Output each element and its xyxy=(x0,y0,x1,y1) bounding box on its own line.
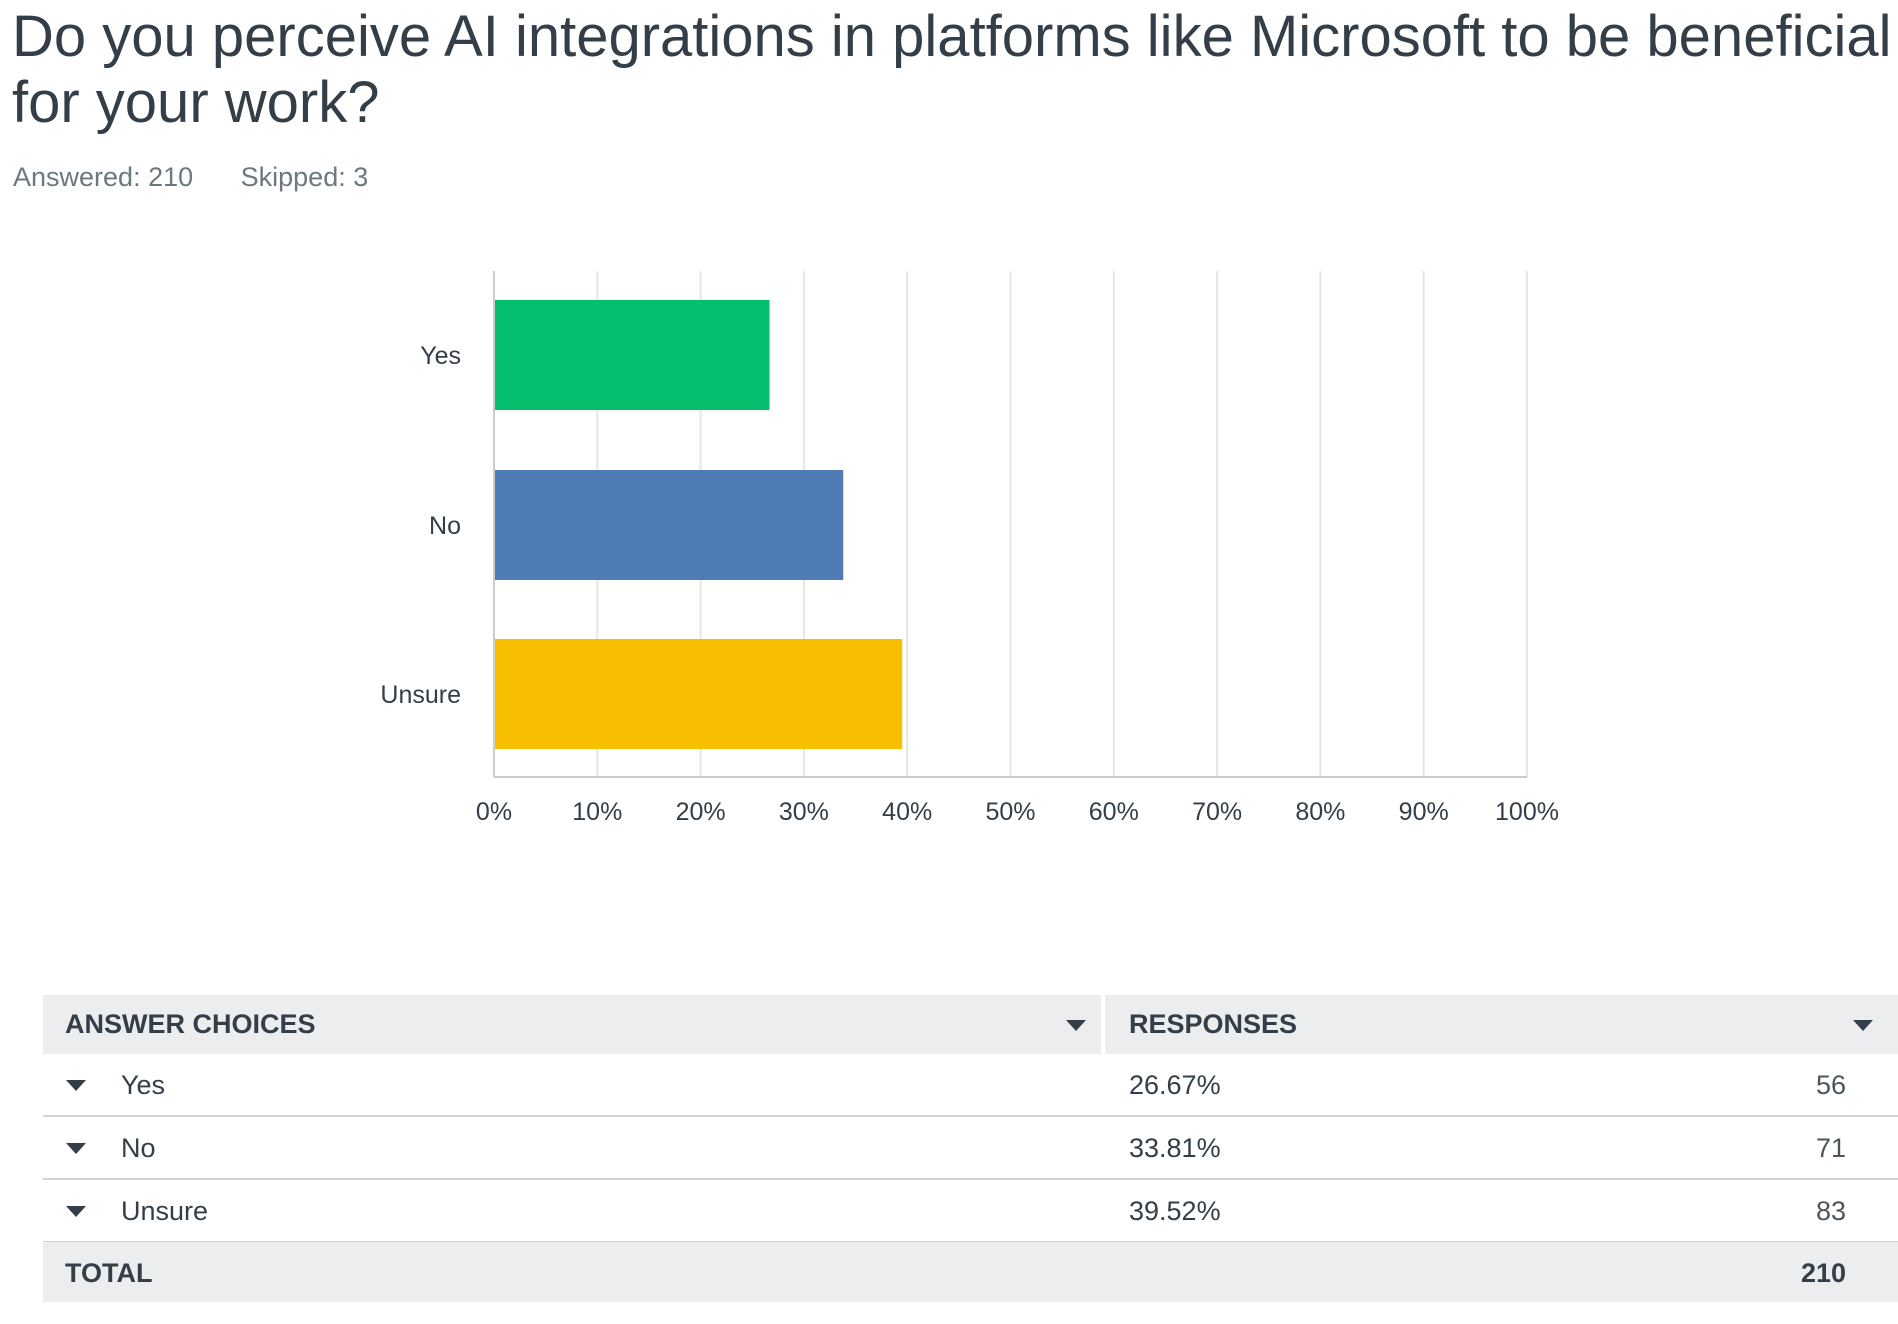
row-count: 83 xyxy=(1815,1196,1846,1226)
answered-count: Answered: 210 xyxy=(13,162,194,192)
row-count: 56 xyxy=(1815,1070,1846,1100)
row-percent: 39.52% xyxy=(1129,1196,1221,1226)
header-responses-label: RESPONSES xyxy=(1129,1009,1298,1039)
category-labels: Yes No Unsure xyxy=(380,342,461,709)
row-count: 71 xyxy=(1815,1133,1846,1163)
skipped-count: Skipped: 3 xyxy=(240,162,369,192)
x-tick-label: 40% xyxy=(882,798,932,826)
row-percent: 26.67% xyxy=(1129,1070,1221,1100)
y-category-label: No xyxy=(429,512,461,540)
expand-caret-icon[interactable] xyxy=(66,1143,86,1154)
tick-labels: 0% 10% 20% 30% 40% 50% 60% 70% 80% 90% 100% xyxy=(476,798,1559,826)
expand-caret-icon[interactable] xyxy=(66,1080,86,1091)
expand-caret-icon[interactable] xyxy=(66,1206,86,1217)
table-row: Unsure 39.52% 83 xyxy=(43,1180,1898,1243)
header-answer-choices-label: ANSWER CHOICES xyxy=(65,1009,316,1039)
question-title: Do you perceive AI integrations in platf… xyxy=(12,4,1892,135)
row-label: Yes xyxy=(121,1070,166,1100)
row-label: Unsure xyxy=(121,1196,209,1226)
header-answer-choices[interactable]: ANSWER CHOICES xyxy=(43,995,1101,1054)
y-category-label: Unsure xyxy=(380,681,461,709)
x-tick-label: 90% xyxy=(1399,798,1449,826)
x-tick-label: 50% xyxy=(985,798,1035,826)
total-row: TOTAL 210 xyxy=(43,1242,1898,1302)
x-tick-label: 20% xyxy=(676,798,726,826)
x-tick-label: 100% xyxy=(1495,798,1559,826)
row-percent: 33.81% xyxy=(1129,1133,1221,1163)
x-tick-label: 30% xyxy=(779,798,829,826)
table-row: No 33.81% 71 xyxy=(43,1117,1898,1180)
header-responses[interactable]: RESPONSES xyxy=(1105,995,1898,1054)
bar-yes xyxy=(494,300,770,410)
y-category-label: Yes xyxy=(420,342,461,370)
total-count: 210 xyxy=(1800,1258,1846,1288)
x-tick-label: 0% xyxy=(476,798,512,826)
bar-chart: Yes No Unsure 0% 10% 20% 30% 40% 50% 60% 70% 80% 90… xyxy=(380,271,1559,826)
x-tick-label: 70% xyxy=(1192,798,1242,826)
table-header: ANSWER CHOICES RESPONSES xyxy=(43,995,1898,1054)
bar-unsure xyxy=(494,639,903,749)
bars xyxy=(494,300,903,749)
row-label: No xyxy=(121,1133,156,1163)
sort-caret-icon[interactable] xyxy=(1066,1020,1086,1031)
x-tick-label: 10% xyxy=(572,798,622,826)
total-label: TOTAL xyxy=(65,1258,153,1288)
response-stats: Answered: 210 Skipped: 3 xyxy=(13,162,408,193)
axes xyxy=(493,271,1527,778)
x-tick-label: 80% xyxy=(1295,798,1345,826)
sort-caret-icon[interactable] xyxy=(1853,1020,1873,1031)
bar-no xyxy=(494,470,844,580)
x-tick-label: 60% xyxy=(1089,798,1139,826)
table-row: Yes 26.67% 56 xyxy=(43,1054,1898,1117)
